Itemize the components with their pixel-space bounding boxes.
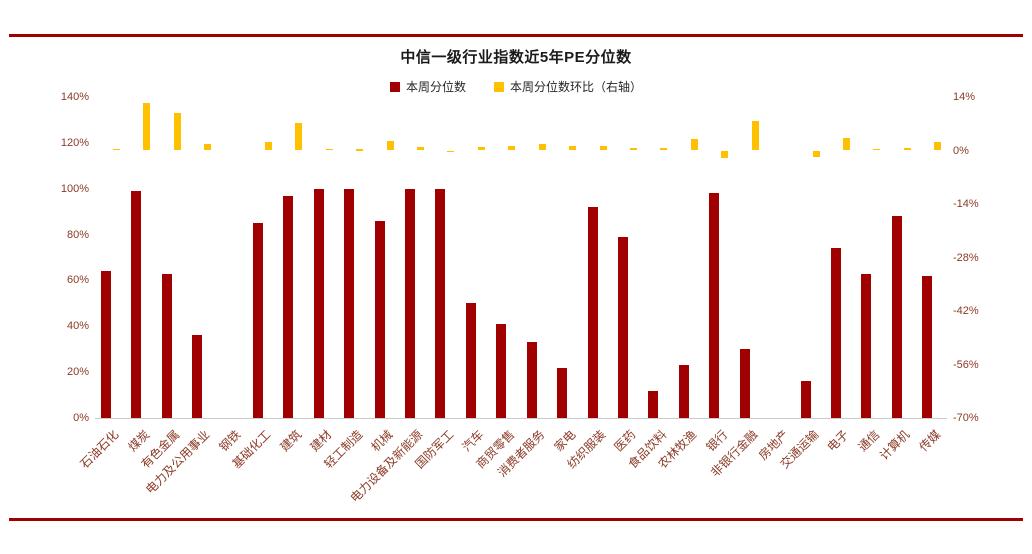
- bar-wow-change: [173, 113, 181, 151]
- bar-weekly-percentile: [435, 188, 446, 418]
- bar-wow-change: [325, 148, 333, 151]
- bar-weekly-percentile: [100, 271, 111, 418]
- left-axis-tick: 140%: [60, 91, 89, 103]
- bottom-rule: [9, 518, 1023, 521]
- bar-weekly-percentile: [344, 188, 355, 418]
- bar-weekly-percentile: [800, 381, 811, 418]
- legend-item-wow-change: 本周分位数环比（右轴）: [494, 78, 642, 95]
- bar-weekly-percentile: [496, 324, 507, 418]
- plot-wrap: 140% 120% 100% 80% 60% 40% 20% 0% 14% 0% -14% -28%…: [50, 91, 992, 424]
- bar-wow-change: [660, 148, 668, 151]
- bar-wow-change: [508, 145, 516, 151]
- bar-wow-change: [264, 141, 272, 151]
- bar-weekly-percentile: [618, 236, 628, 418]
- x-axis-label: 石油石化: [77, 427, 122, 472]
- bar-wow-change: [903, 148, 911, 151]
- bar-weekly-percentile: [161, 273, 172, 418]
- legend-label-weekly-percentile: 本周分位数: [405, 80, 466, 94]
- bar-wow-change: [204, 143, 211, 151]
- left-axis-tick: 0%: [73, 412, 89, 424]
- left-axis: 140% 120% 100% 80% 60% 40% 20% 0%: [50, 91, 95, 424]
- bar-wow-change: [934, 141, 942, 151]
- bar-wow-change: [417, 147, 424, 151]
- bar-weekly-percentile: [861, 273, 872, 418]
- bar-wow-change: [599, 146, 607, 151]
- right-axis: 14% 0% -14% -28% -42% -56% -70%: [947, 91, 992, 424]
- bar-wow-change: [630, 148, 637, 151]
- plot-area: [95, 97, 947, 419]
- bar-wow-change: [873, 148, 881, 151]
- legend-item-weekly-percentile: 本周分位数: [389, 78, 466, 95]
- bar-wow-change: [812, 150, 820, 157]
- left-axis-tick: 60%: [66, 274, 89, 287]
- left-axis-tick: 100%: [60, 182, 89, 195]
- bar-weekly-percentile: [252, 223, 263, 418]
- right-axis-tick: -42%: [953, 305, 979, 317]
- bar-wow-change: [386, 140, 394, 151]
- bar-wow-change: [690, 138, 698, 151]
- bar-weekly-percentile: [678, 365, 689, 418]
- bar-weekly-percentile: [557, 367, 568, 418]
- top-rule: [9, 34, 1023, 37]
- bar-weekly-percentile: [922, 275, 933, 418]
- bar-wow-change: [143, 102, 151, 151]
- bar-wow-change: [721, 150, 729, 159]
- legend-label-wow-change: 本周分位数环比（右轴）: [510, 80, 643, 94]
- bar-weekly-percentile: [192, 335, 202, 418]
- bar-weekly-percentile: [465, 303, 476, 418]
- right-axis-tick: -56%: [953, 358, 979, 371]
- right-axis-tick: -70%: [953, 412, 979, 424]
- bar-weekly-percentile: [831, 248, 841, 418]
- bar-weekly-percentile: [405, 188, 415, 418]
- right-axis-tick: -28%: [953, 251, 979, 264]
- bar-wow-change: [751, 121, 759, 151]
- left-axis-tick: 120%: [60, 136, 89, 149]
- bar-wow-change: [843, 137, 850, 151]
- bar-weekly-percentile: [131, 191, 142, 418]
- right-axis-tick: -14%: [953, 198, 979, 210]
- bar-weekly-percentile: [709, 193, 720, 418]
- x-axis-label: 传媒: [916, 427, 944, 455]
- bar-weekly-percentile: [739, 349, 750, 418]
- bar-weekly-percentile: [374, 220, 385, 418]
- x-axis-label: 建筑: [277, 427, 305, 455]
- bar-wow-change: [112, 148, 120, 151]
- chart-legend: 本周分位数 本周分位数环比（右轴）: [0, 78, 1032, 95]
- right-axis-tick: 14%: [953, 91, 976, 103]
- bar-wow-change: [538, 144, 546, 151]
- bar-wow-change: [569, 145, 577, 151]
- bar-weekly-percentile: [587, 207, 598, 418]
- bar-wow-change: [295, 122, 303, 151]
- left-axis-tick: 20%: [66, 366, 89, 379]
- legend-swatch-red: [389, 81, 400, 92]
- x-axis-label: 电子: [824, 427, 852, 455]
- legend-swatch-gold: [494, 81, 504, 92]
- bar-wow-change: [477, 147, 485, 151]
- left-axis-tick: 40%: [66, 320, 89, 333]
- x-axis-label: 计算机: [877, 427, 913, 463]
- bar-weekly-percentile: [891, 216, 902, 418]
- bar-wow-change: [447, 150, 455, 153]
- bar-weekly-percentile: [648, 390, 659, 418]
- bar-weekly-percentile: [283, 195, 294, 418]
- bar-weekly-percentile: [313, 188, 324, 418]
- left-axis-tick: 80%: [66, 228, 89, 241]
- bar-wow-change: [356, 149, 364, 151]
- right-axis-tick: 0%: [953, 144, 969, 157]
- bar-weekly-percentile: [526, 342, 537, 418]
- chart-title: 中信一级行业指数近5年PE分位数: [400, 49, 632, 66]
